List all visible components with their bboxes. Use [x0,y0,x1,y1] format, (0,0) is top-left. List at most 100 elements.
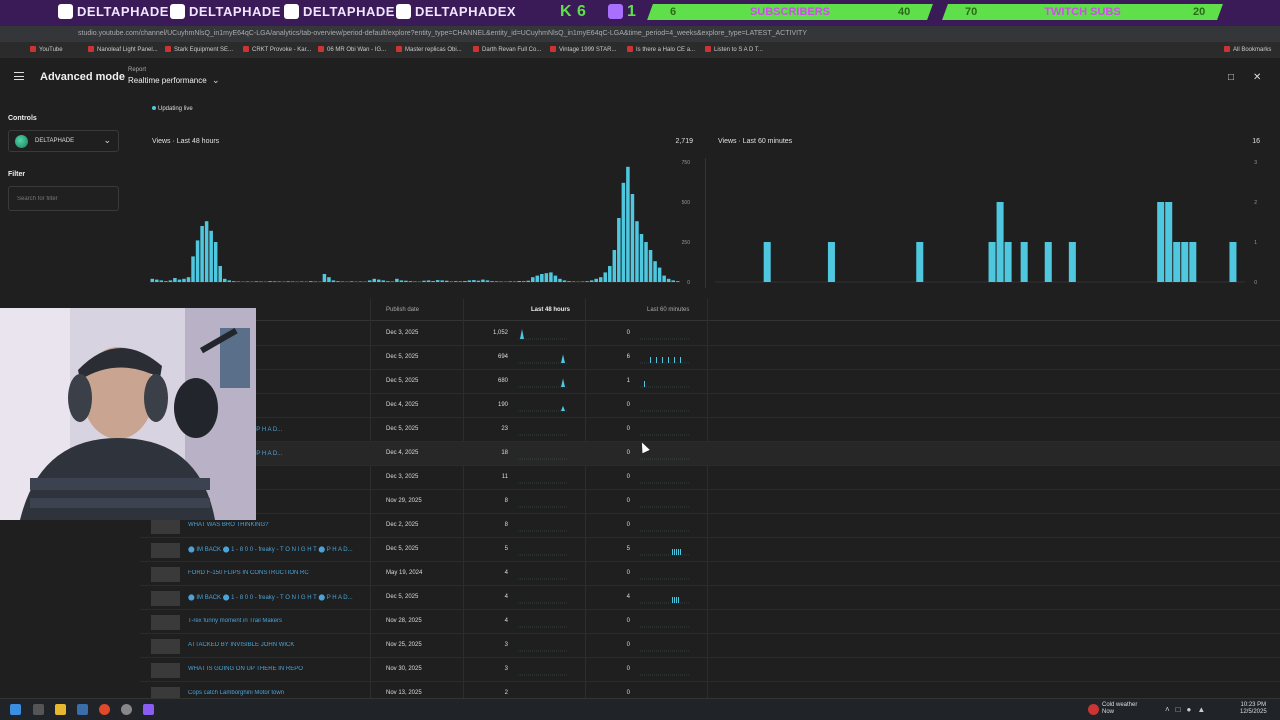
weather-widget[interactable]: Cold weather Now [1102,702,1138,715]
overlay-twitch-item: DELTAPHADE [58,3,169,21]
bookmark-item[interactable]: YouTube [30,42,63,58]
chart-bar [227,280,232,282]
video-title[interactable]: ATTACKED BY INVISIBLE JOHN WICK [188,642,295,648]
chart-bar [309,281,313,282]
chart-bar [1173,242,1181,282]
table-row[interactable]: freaky - T O N I G H T ⬤ P H A D...Dec 5… [140,418,1280,442]
chart-bar [827,242,835,282]
chart-bar [517,281,521,282]
chart-bar [521,281,526,282]
clock[interactable]: 10:23 PM 12/5/2025 [1240,702,1267,715]
report-select[interactable]: Realtime performance [128,76,207,85]
header-publish-date[interactable]: Publish date [386,307,420,313]
chevron-down-icon[interactable]: ⌄ [212,75,220,85]
bookmark-item[interactable]: Listen to S A D T... [705,42,763,58]
filter-input[interactable] [8,186,119,211]
close-icon[interactable]: ✕ [1253,72,1262,83]
chart-bar [404,280,408,282]
chart-bar [200,226,204,282]
chart-bar [476,280,481,282]
video-thumbnail[interactable] [151,543,180,558]
table-row[interactable]: Dec 4, 2025 190 0 [140,394,1280,418]
table-row[interactable]: freaky - T O N I G H T ⬤ P H A D...Dec 4… [140,442,1280,466]
bookmark-item[interactable]: Stark Equipment SE... [165,42,233,58]
video-thumbnail[interactable] [151,639,180,654]
task-view-icon[interactable] [33,704,44,715]
chart-bar [598,277,603,282]
video-title[interactable]: FORD F-150 FLIPS IN CONSTRUCTION RC [188,570,309,576]
sparkline-bar [674,357,675,363]
video-title[interactable]: WHAT IS GOING ON UP THERE IN REPO [188,666,303,672]
table-row[interactable]: WHAT WAS BRO THINKING? Dec 2, 2025 8 0 [140,514,1280,538]
table-row[interactable]: T-rex funny moment in Trail Makers Nov 28… [140,610,1280,634]
obs-icon[interactable] [121,704,132,715]
chevron-down-icon: ⌄ [103,135,111,145]
chart-48h: 750 500 250 0 [150,160,691,286]
bookmark-item[interactable]: Darth Revan Full Co... [473,42,541,58]
bookmark-item[interactable]: Is there a Halo CE a... [627,42,695,58]
feedback-icon[interactable]: □ [1228,72,1235,83]
video-thumbnail[interactable] [151,519,180,534]
discord-icon[interactable] [143,704,154,715]
video-thumbnail[interactable] [151,663,180,678]
chart-bar [463,281,467,282]
all-bookmarks[interactable]: All Bookmarks [1224,42,1271,58]
bookmark-item[interactable]: 06 MR Obi Wan - IG... [318,42,386,58]
chrome-icon[interactable] [99,704,110,715]
header-last-60m[interactable]: Last 60 minutes [647,307,690,313]
chart-bar [173,278,177,282]
y-tick-label: 750 [682,160,691,166]
table-row[interactable]: ATTACKED BY INVISIBLE JOHN WICK Nov 25, 2… [140,634,1280,658]
chart-bar [544,273,549,282]
video-title[interactable]: ⬤ IM BACK ⬤ 1 - 8 0 0 - freaky - T O N I… [188,547,353,553]
views-60m: 4 [626,594,630,600]
sparkline-60m [640,674,690,676]
video-thumbnail[interactable] [151,567,180,582]
table-row[interactable]: Dec 5, 2025 680 1 [140,370,1280,394]
sparkline-48h [518,554,568,556]
sparkline-bar [668,357,669,363]
video-thumbnail[interactable] [151,591,180,606]
table-row[interactable]: WHAT IS GOING ON UP THERE IN REPO Nov 30,… [140,658,1280,682]
views-48h: 4 [504,618,508,624]
video-title[interactable]: WHAT WAS BRO THINKING? [188,522,269,528]
twitch-icon [58,4,73,19]
file-explorer-icon[interactable] [55,704,66,715]
twitter-icon [396,4,411,19]
menu-icon[interactable] [14,72,24,80]
table-row[interactable]: FORD F-150 FLIPS IN CONSTRUCTION RC May 1… [140,562,1280,586]
windows-start-icon[interactable] [10,704,21,715]
instagram-icon [170,4,185,19]
video-title[interactable]: Cops catch Lamborghini Motor town [188,690,285,696]
chart-bar [1068,242,1076,282]
steam-icon[interactable] [77,704,88,715]
chart-bar [1157,202,1165,282]
video-title[interactable]: ⬤ IM BACK ⬤ 1 - 8 0 0 - freaky - T O N I… [188,595,353,601]
chart-60m-total: 16 [1252,138,1260,145]
table-row[interactable]: ⬤ IM BACK ⬤ 1 - 8 0 0 - freaky - T O N I… [140,538,1280,562]
channel-select[interactable]: DELTAPHADE ⌄ [8,130,119,152]
sparkline-48h [518,506,568,508]
chart-bar [485,280,490,282]
views-48h: 190 [497,402,508,408]
header-last-48h[interactable]: Last 48 hours [531,307,571,313]
video-title[interactable]: T-rex funny moment in Trail Makers [188,618,283,624]
bookmark-item[interactable]: Master replicas Obi... [396,42,462,58]
table-row[interactable]: ⬤ IM BACK ⬤ 1 - 8 0 0 - freaky - T O N I… [140,586,1280,610]
chart-bar [440,280,444,282]
chart-bar [490,281,494,282]
sparkline-spike [520,329,524,339]
y-tick-label: 0 [1254,280,1257,286]
chart-bar [372,278,376,282]
address-bar[interactable]: studio.youtube.com/channel/UCuyhmNlsQ_in… [0,26,1280,42]
system-tray-icons[interactable]: ˄□●▲ [1165,705,1212,714]
publish-date: Nov 28, 2025 [386,618,422,624]
bookmark-item[interactable]: Nanoleaf Light Panel... [88,42,158,58]
video-thumbnail[interactable] [151,615,180,630]
bookmark-item[interactable]: Vintage 1999 STAR... [550,42,616,58]
bookmark-item[interactable]: CRKT Provoke - Kar... [243,42,311,58]
